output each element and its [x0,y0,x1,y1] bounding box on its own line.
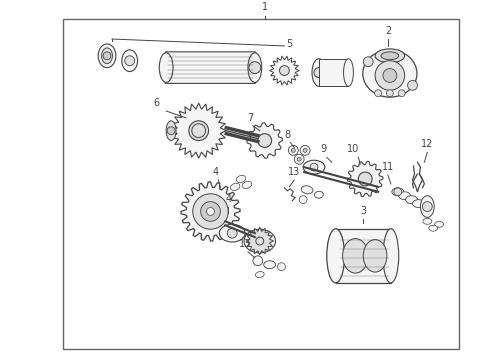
Ellipse shape [242,181,252,189]
Ellipse shape [255,271,264,278]
Circle shape [277,263,285,271]
Bar [63,19,459,350]
Ellipse shape [420,196,434,217]
Circle shape [167,127,175,135]
Circle shape [294,154,304,164]
Circle shape [249,62,261,73]
Circle shape [422,202,432,211]
Circle shape [103,52,111,60]
Circle shape [193,194,228,229]
Ellipse shape [429,225,438,231]
Circle shape [314,68,324,77]
Ellipse shape [406,196,417,204]
Circle shape [394,188,402,196]
Ellipse shape [98,44,116,68]
Circle shape [408,80,417,90]
Ellipse shape [399,192,411,200]
Polygon shape [246,227,273,255]
Circle shape [398,90,405,97]
Ellipse shape [159,53,173,82]
Ellipse shape [383,229,399,283]
Ellipse shape [392,188,404,196]
Circle shape [363,57,373,67]
Circle shape [310,163,318,171]
Circle shape [358,172,372,186]
Circle shape [189,121,209,140]
Text: 4: 4 [225,194,231,204]
Circle shape [227,228,237,238]
Ellipse shape [264,261,275,269]
Ellipse shape [363,239,387,272]
Ellipse shape [122,50,138,72]
Text: 3: 3 [360,206,367,216]
Ellipse shape [303,160,325,174]
Ellipse shape [375,49,405,63]
Polygon shape [181,182,240,241]
Ellipse shape [363,50,417,97]
Text: 13: 13 [288,167,300,177]
Circle shape [375,61,405,90]
Polygon shape [247,123,282,158]
Circle shape [279,66,290,76]
Polygon shape [347,161,383,197]
Ellipse shape [248,53,262,82]
Ellipse shape [435,221,443,227]
Ellipse shape [301,186,313,194]
Ellipse shape [101,48,112,64]
Ellipse shape [343,59,353,86]
Text: 11: 11 [382,162,394,172]
Text: 7: 7 [247,113,253,123]
Circle shape [383,69,397,82]
Circle shape [292,148,295,152]
Circle shape [258,134,271,148]
Text: 12: 12 [421,139,434,149]
Ellipse shape [166,121,176,140]
Circle shape [256,237,264,245]
Ellipse shape [413,200,424,208]
Circle shape [387,90,393,97]
Ellipse shape [381,52,399,60]
Circle shape [198,200,222,223]
Bar [319,59,348,86]
Circle shape [200,202,220,221]
Circle shape [299,196,307,204]
Polygon shape [171,103,226,158]
Text: 10: 10 [347,144,360,154]
Ellipse shape [236,175,246,183]
Text: 13: 13 [239,239,251,249]
Text: 4: 4 [212,167,219,177]
Circle shape [253,256,263,266]
Text: 2: 2 [385,26,391,36]
FancyBboxPatch shape [165,52,256,84]
Ellipse shape [315,191,323,198]
Ellipse shape [327,229,344,283]
Polygon shape [270,56,299,85]
Ellipse shape [220,224,245,242]
Ellipse shape [312,59,326,86]
Text: 1: 1 [262,3,268,12]
Bar [336,229,391,283]
Circle shape [374,90,382,97]
Circle shape [297,157,301,161]
Ellipse shape [343,239,368,273]
Ellipse shape [244,229,275,253]
Ellipse shape [230,183,240,190]
Circle shape [303,148,307,152]
Text: 9: 9 [321,144,327,154]
Text: 5: 5 [286,39,293,49]
Text: 6: 6 [153,98,159,108]
Text: 8: 8 [284,130,291,140]
Circle shape [300,145,310,155]
Circle shape [192,124,206,138]
Circle shape [288,145,298,155]
Circle shape [207,208,215,215]
Ellipse shape [423,219,432,224]
Circle shape [125,56,135,66]
